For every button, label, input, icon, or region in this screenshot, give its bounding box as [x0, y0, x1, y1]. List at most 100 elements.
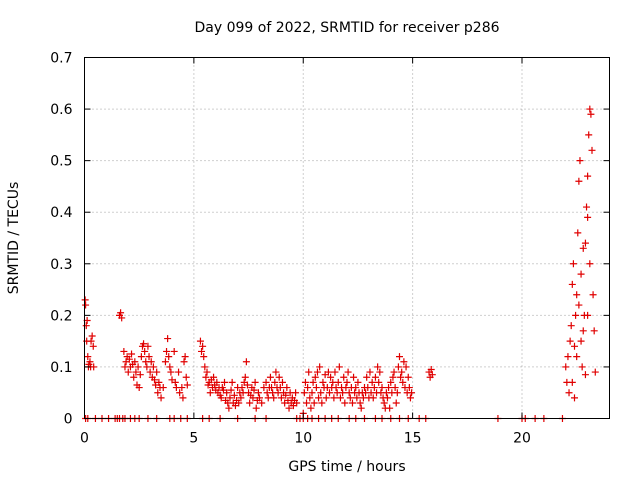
- data-point: [283, 384, 291, 392]
- data-point: [304, 384, 312, 392]
- data-point: [178, 384, 186, 392]
- data-point: [586, 105, 594, 113]
- data-point: [124, 368, 132, 376]
- y-tick-label: 0.5: [50, 154, 72, 170]
- x-tick-label: 5: [189, 431, 198, 447]
- data-point: [165, 353, 173, 361]
- data-point: [180, 358, 188, 366]
- data-point: [271, 378, 279, 386]
- data-point: [568, 378, 576, 386]
- data-point: [380, 399, 388, 407]
- data-point: [584, 172, 592, 180]
- chart-title: Day 099 of 2022, SRMTID for receiver p28…: [194, 20, 499, 36]
- data-point: [223, 389, 231, 397]
- data-point: [348, 399, 356, 407]
- data-point: [309, 378, 317, 386]
- data-point: [327, 373, 335, 381]
- data-point: [130, 373, 138, 381]
- data-point: [573, 291, 581, 299]
- data-point: [131, 358, 139, 366]
- data-point: [141, 347, 149, 355]
- data-point: [581, 371, 589, 379]
- y-tick-label: 0: [64, 412, 73, 428]
- data-point: [573, 353, 581, 361]
- data-point: [319, 378, 327, 386]
- data-point: [201, 363, 209, 371]
- data-point: [258, 399, 266, 407]
- data-point: [202, 373, 210, 381]
- data-point: [408, 389, 416, 397]
- data-point: [366, 368, 374, 376]
- data-point: [378, 384, 386, 392]
- data-point: [198, 347, 206, 355]
- data-point: [368, 378, 376, 386]
- data-point: [565, 389, 573, 397]
- data-point: [167, 368, 175, 376]
- data-point: [256, 394, 263, 402]
- data-points: [81, 105, 599, 422]
- x-tick-label: 10: [294, 431, 312, 447]
- data-point: [402, 363, 410, 371]
- data-point: [82, 322, 90, 330]
- data-point: [303, 399, 311, 407]
- data-point: [394, 363, 402, 371]
- data-point: [154, 389, 162, 397]
- data-point: [406, 394, 414, 402]
- data-point: [157, 394, 165, 402]
- data-point: [400, 358, 408, 366]
- data-point: [243, 381, 251, 389]
- data-point: [375, 378, 383, 386]
- data-point: [217, 394, 225, 402]
- data-point: [225, 404, 233, 412]
- data-point: [397, 373, 405, 381]
- data-point: [330, 394, 338, 402]
- data-point: [164, 335, 172, 343]
- data-point: [336, 394, 344, 402]
- data-point: [210, 373, 218, 381]
- x-tick-label: 15: [404, 431, 422, 447]
- data-point: [315, 394, 323, 402]
- data-point: [584, 213, 592, 221]
- data-point: [584, 311, 592, 319]
- data-point: [87, 337, 95, 345]
- data-point: [566, 337, 574, 345]
- data-point: [405, 384, 413, 392]
- data-point: [163, 347, 171, 355]
- data-point: [181, 353, 189, 361]
- data-point: [292, 389, 300, 397]
- data-point: [579, 244, 587, 252]
- data-point: [143, 363, 151, 371]
- data-point: [196, 337, 204, 345]
- data-point: [272, 368, 280, 376]
- data-point: [308, 389, 316, 397]
- data-point: [393, 389, 401, 397]
- data-point: [161, 358, 169, 366]
- data-point: [586, 260, 594, 268]
- data-point: [340, 373, 348, 381]
- data-point: [176, 389, 184, 397]
- data-point: [137, 353, 145, 361]
- data-point: [575, 301, 583, 309]
- data-point: [587, 110, 595, 118]
- y-tick-label: 0.7: [50, 51, 72, 67]
- data-point: [427, 366, 435, 374]
- data-point: [344, 368, 352, 376]
- data-point: [335, 363, 343, 371]
- data-point: [266, 373, 274, 381]
- data-point: [262, 378, 270, 386]
- data-point: [166, 363, 174, 371]
- x-axis-label: GPS time / hours: [288, 459, 405, 475]
- data-point: [579, 327, 587, 335]
- data-point: [326, 389, 333, 397]
- data-point: [206, 389, 214, 397]
- data-point: [581, 239, 589, 247]
- data-point: [242, 358, 250, 366]
- data-point: [147, 358, 155, 366]
- data-point: [213, 378, 221, 386]
- data-point: [571, 342, 578, 350]
- data-point: [249, 394, 257, 402]
- data-point: [324, 368, 332, 376]
- data-point: [374, 363, 382, 371]
- data-point: [588, 146, 596, 154]
- data-point: [576, 157, 584, 165]
